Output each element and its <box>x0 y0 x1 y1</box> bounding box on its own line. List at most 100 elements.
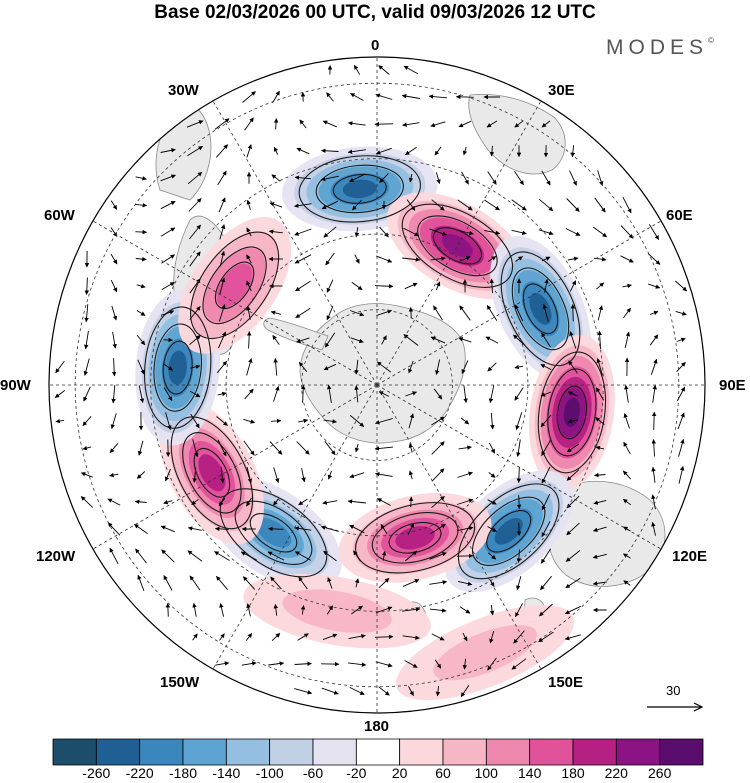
wind-vector <box>515 603 523 618</box>
wind-vector <box>136 283 146 289</box>
wind-vector <box>622 498 631 506</box>
wind-vector <box>134 499 147 505</box>
wind-vector <box>462 658 468 670</box>
wind-vector <box>273 146 279 155</box>
wind-vector <box>55 418 65 424</box>
wind-vector <box>296 441 310 455</box>
meridian <box>92 220 378 386</box>
wind-vector <box>55 360 65 374</box>
wind-vector <box>273 498 279 506</box>
wind-vector <box>456 498 474 505</box>
wind-vector <box>488 442 496 454</box>
wind-vector <box>161 549 175 563</box>
colorbar-swatch <box>529 738 574 766</box>
wind-vector <box>350 310 365 317</box>
wind-vector <box>434 146 442 156</box>
wind-vector <box>569 331 577 349</box>
wind-vector <box>107 498 121 506</box>
wind-vector <box>429 580 448 585</box>
wind-vector <box>323 550 337 562</box>
wind-vector <box>327 470 333 480</box>
wind-vector <box>351 281 363 291</box>
wind-vector <box>219 633 225 641</box>
wind-vector <box>408 360 414 374</box>
wind-vector <box>136 310 146 316</box>
lon-label-120e: 120E <box>672 548 708 565</box>
wind-vector <box>594 197 606 213</box>
map-boundary <box>48 56 706 714</box>
wind-vector <box>596 358 603 376</box>
wind-vector <box>299 119 307 129</box>
wind-vector <box>189 390 201 398</box>
wind-vector <box>514 304 524 322</box>
wind-vector <box>431 495 445 509</box>
wind-vector <box>354 443 360 453</box>
wind-vector <box>511 658 527 670</box>
wind-vector <box>489 278 495 294</box>
lon-label-60w: 60W <box>44 207 75 224</box>
wind-vector <box>162 310 175 316</box>
wind-vector <box>623 307 631 319</box>
wind-vector <box>216 416 228 426</box>
wind-vector <box>566 469 580 481</box>
wind-vector <box>326 605 334 615</box>
wind-vector <box>300 384 306 403</box>
wind-vector <box>110 413 117 430</box>
wind-vector <box>402 257 421 262</box>
wind-vector <box>567 419 579 424</box>
wind-vector <box>110 279 118 293</box>
wind-vector <box>457 199 473 211</box>
cell-180-blue-contour <box>298 155 421 223</box>
wind-vector <box>381 550 387 561</box>
wind-vector <box>431 468 445 482</box>
wind-vector <box>489 630 495 644</box>
wind-vector <box>376 361 392 373</box>
wind-vector <box>458 445 472 450</box>
wind-vector <box>624 384 629 403</box>
colorbar-swatch <box>355 738 401 766</box>
wind-vector <box>160 200 176 210</box>
wind-vector <box>298 361 308 372</box>
wind-vector <box>455 94 474 100</box>
wind-vector <box>347 499 366 504</box>
wind-vector <box>323 363 337 371</box>
lon-label-150e: 150E <box>548 674 584 691</box>
wind-vector <box>592 526 607 532</box>
wind-vector <box>160 525 175 533</box>
wind-vector <box>84 331 89 350</box>
wind-vector <box>270 310 282 315</box>
wind-vector <box>487 171 497 185</box>
wind-vector <box>189 224 201 240</box>
wind-vector <box>456 525 474 532</box>
colorbar-swatch <box>572 738 617 766</box>
wind-vector <box>650 358 658 375</box>
wind-vector <box>487 256 497 262</box>
wind-vector <box>430 523 446 535</box>
wind-vector <box>516 549 522 563</box>
wind-vector <box>405 146 417 156</box>
lon-label-90w: 90W <box>0 377 31 394</box>
wind-vector <box>269 441 283 455</box>
wind-vector <box>268 526 284 532</box>
wind-vector <box>270 576 282 590</box>
wind-vector <box>462 146 468 156</box>
wind-vector <box>135 202 148 208</box>
wind-vector <box>354 359 359 375</box>
wind-vector <box>219 602 225 617</box>
colorbar-tick-label: -180 <box>168 765 198 781</box>
wind-vector <box>648 283 661 289</box>
wind-vector <box>109 472 119 478</box>
wind-vector <box>215 144 229 158</box>
wind-vector <box>460 685 470 698</box>
wind-vector <box>246 254 252 264</box>
cell-120e-blue-contour <box>500 251 581 367</box>
wind-vector <box>220 467 225 484</box>
wind-vector <box>457 580 473 586</box>
wind-vector <box>430 256 446 261</box>
wind-vector <box>214 526 229 532</box>
wind-vector <box>541 521 551 538</box>
wind-vector <box>296 337 310 343</box>
wind-vector <box>300 605 306 615</box>
wind-vector <box>246 466 253 484</box>
wind-vector <box>596 282 605 290</box>
